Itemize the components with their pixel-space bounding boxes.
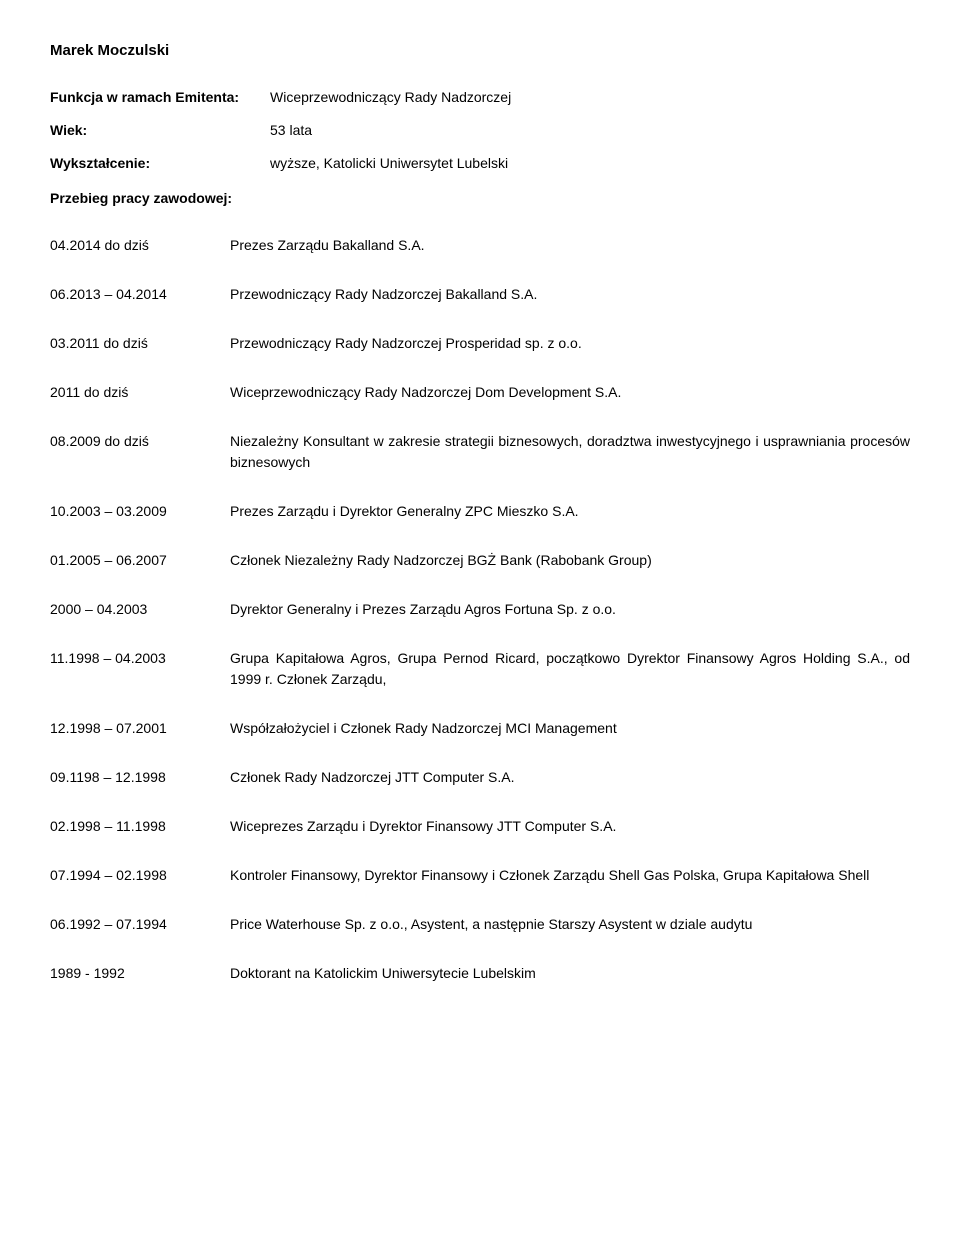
label-wiek: Wiek: [50, 120, 270, 141]
career-entry: 1989 - 1992Doktorant na Katolickim Uniwe… [50, 963, 910, 984]
career-entry: 10.2003 – 03.2009Prezes Zarządu i Dyrekt… [50, 501, 910, 522]
entry-description: Grupa Kapitałowa Agros, Grupa Pernod Ric… [230, 648, 910, 690]
label-wyksztalcenie: Wykształcenie: [50, 153, 270, 174]
entry-date: 01.2005 – 06.2007 [50, 550, 230, 571]
entry-description: Prezes Zarządu i Dyrektor Generalny ZPC … [230, 501, 910, 522]
entry-date: 11.1998 – 04.2003 [50, 648, 230, 690]
person-name: Marek Moczulski [50, 40, 910, 63]
entry-date: 07.1994 – 02.1998 [50, 865, 230, 886]
entry-date: 02.1998 – 11.1998 [50, 816, 230, 837]
career-entry: 2000 – 04.2003Dyrektor Generalny i Preze… [50, 599, 910, 620]
career-entry: 12.1998 – 07.2001Współzałożyciel i Człon… [50, 718, 910, 739]
label-funkcja: Funkcja w ramach Emitenta: [50, 87, 270, 108]
entry-date: 04.2014 do dziś [50, 235, 230, 256]
header-row-wiek: Wiek: 53 lata [50, 120, 910, 141]
entry-description: Kontroler Finansowy, Dyrektor Finansowy … [230, 865, 910, 886]
career-entry: 07.1994 – 02.1998Kontroler Finansowy, Dy… [50, 865, 910, 886]
value-funkcja: Wiceprzewodniczący Rady Nadzorczej [270, 87, 910, 108]
entry-date: 06.1992 – 07.1994 [50, 914, 230, 935]
entry-description: Przewodniczący Rady Nadzorczej Prosperid… [230, 333, 910, 354]
entry-description: Przewodniczący Rady Nadzorczej Bakalland… [230, 284, 910, 305]
entry-date: 06.2013 – 04.2014 [50, 284, 230, 305]
entry-description: Wiceprzewodniczący Rady Nadzorczej Dom D… [230, 382, 910, 403]
entry-date: 10.2003 – 03.2009 [50, 501, 230, 522]
career-entry: 06.2013 – 04.2014Przewodniczący Rady Nad… [50, 284, 910, 305]
entry-description: Price Waterhouse Sp. z o.o., Asystent, a… [230, 914, 910, 935]
career-entry: 04.2014 do dziśPrezes Zarządu Bakalland … [50, 235, 910, 256]
career-entries: 04.2014 do dziśPrezes Zarządu Bakalland … [50, 235, 910, 984]
career-entry: 02.1998 – 11.1998Wiceprezes Zarządu i Dy… [50, 816, 910, 837]
header-row-wyksztalcenie: Wykształcenie: wyższe, Katolicki Uniwers… [50, 153, 910, 174]
entry-date: 2011 do dziś [50, 382, 230, 403]
career-entry: 03.2011 do dziśPrzewodniczący Rady Nadzo… [50, 333, 910, 354]
entry-description: Wiceprezes Zarządu i Dyrektor Finansowy … [230, 816, 910, 837]
career-entry: 08.2009 do dziśNiezależny Konsultant w z… [50, 431, 910, 473]
entry-date: 08.2009 do dziś [50, 431, 230, 473]
entry-date: 03.2011 do dziś [50, 333, 230, 354]
career-entry: 2011 do dziśWiceprzewodniczący Rady Nadz… [50, 382, 910, 403]
entry-date: 12.1998 – 07.2001 [50, 718, 230, 739]
value-wyksztalcenie: wyższe, Katolicki Uniwersytet Lubelski [270, 153, 910, 174]
entry-description: Prezes Zarządu Bakalland S.A. [230, 235, 910, 256]
entry-description: Dyrektor Generalny i Prezes Zarządu Agro… [230, 599, 910, 620]
entry-date: 2000 – 04.2003 [50, 599, 230, 620]
entry-date: 1989 - 1992 [50, 963, 230, 984]
entry-description: Doktorant na Katolickim Uniwersytecie Lu… [230, 963, 910, 984]
header-row-funkcja: Funkcja w ramach Emitenta: Wiceprzewodni… [50, 87, 910, 108]
entry-description: Współzałożyciel i Członek Rady Nadzorcze… [230, 718, 910, 739]
career-entry: 01.2005 – 06.2007Członek Niezależny Rady… [50, 550, 910, 571]
entry-date: 09.1198 – 12.1998 [50, 767, 230, 788]
entry-description: Niezależny Konsultant w zakresie strateg… [230, 431, 910, 473]
entry-description: Członek Niezależny Rady Nadzorczej BGŻ B… [230, 550, 910, 571]
value-wiek: 53 lata [270, 120, 910, 141]
career-entry: 11.1998 – 04.2003Grupa Kapitałowa Agros,… [50, 648, 910, 690]
career-entry: 06.1992 – 07.1994Price Waterhouse Sp. z … [50, 914, 910, 935]
entry-description: Członek Rady Nadzorczej JTT Computer S.A… [230, 767, 910, 788]
section-przebieg: Przebieg pracy zawodowej: [50, 188, 910, 209]
career-entry: 09.1198 – 12.1998Członek Rady Nadzorczej… [50, 767, 910, 788]
